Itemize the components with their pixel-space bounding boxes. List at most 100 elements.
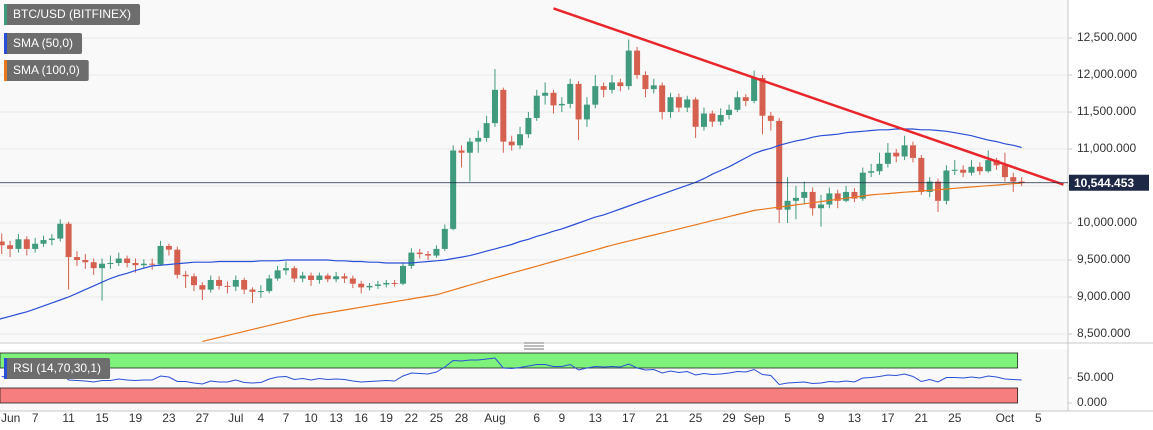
x-tick-label: 9 xyxy=(818,411,825,425)
candle-body xyxy=(274,270,281,279)
candle-body xyxy=(926,181,933,192)
x-tick-label: 7 xyxy=(32,411,39,425)
candle-body xyxy=(107,262,114,264)
candle-body xyxy=(575,83,582,120)
candle-body xyxy=(508,141,515,146)
candle-body xyxy=(82,260,89,263)
candle-body xyxy=(734,97,741,110)
x-tick-label: 4 xyxy=(258,411,265,425)
candle-body xyxy=(7,245,14,249)
candle-body xyxy=(525,117,532,135)
candle-body xyxy=(851,191,858,199)
candle-body xyxy=(726,109,733,115)
candle-body xyxy=(1010,177,1017,182)
candle-body xyxy=(257,291,264,293)
candle-body xyxy=(684,99,691,108)
rsi-band xyxy=(0,387,1019,404)
y-tick-label: 9,500.000 xyxy=(1077,252,1131,266)
candle-body xyxy=(843,191,850,201)
candle-body xyxy=(767,115,774,121)
candle-body xyxy=(859,172,866,199)
x-tick-label: 25 xyxy=(948,411,962,425)
candle-body xyxy=(976,166,983,172)
candle-body xyxy=(935,181,942,201)
candle-body xyxy=(249,289,256,292)
x-tick-label: 15 xyxy=(95,411,109,425)
x-tick-label: Jul xyxy=(228,411,243,425)
candle-body xyxy=(709,113,716,122)
candle-body xyxy=(491,89,498,124)
candle-body xyxy=(876,163,883,172)
candle-body xyxy=(90,262,97,269)
candle-body xyxy=(65,223,72,258)
rsi-line xyxy=(1,357,1022,386)
x-tick-label: 13 xyxy=(589,411,603,425)
x-tick-label: 28 xyxy=(455,411,469,425)
candle-body xyxy=(533,95,540,118)
candle-body xyxy=(358,283,365,288)
candle-body xyxy=(634,50,641,76)
x-tick-label: 23 xyxy=(162,411,176,425)
candle-body xyxy=(241,279,248,290)
candle-body xyxy=(450,150,457,229)
candle-body xyxy=(960,169,967,173)
candle-body xyxy=(433,248,440,256)
legend-swatch xyxy=(4,60,7,81)
candle-body xyxy=(291,268,298,279)
legends: BTC/USD (BITFINEX) SMA (50,0) SMA (100,0) R… xyxy=(4,4,141,379)
candle-body xyxy=(558,103,565,106)
candle-body xyxy=(500,89,507,142)
x-tick-label: 19 xyxy=(129,411,143,425)
legend-label: RSI (14,70,30,1) xyxy=(13,361,101,375)
x-tick-label: 10 xyxy=(304,411,318,425)
y-tick-label: 50.000 xyxy=(1077,370,1114,384)
legend-label: SMA (50,0) xyxy=(13,36,73,50)
candle-body xyxy=(232,279,239,287)
x-tick-label: 17 xyxy=(622,411,636,425)
y-tick-label: 9,000.000 xyxy=(1077,289,1131,303)
candle-body xyxy=(1001,165,1008,178)
sma-line xyxy=(202,182,1022,342)
candle-body xyxy=(809,191,816,209)
candle-body xyxy=(308,275,315,280)
candle-body xyxy=(968,166,975,173)
candle-body xyxy=(324,275,331,280)
main-plot xyxy=(0,7,1068,342)
candle-body xyxy=(408,252,415,266)
candle-body xyxy=(416,252,423,255)
candle-body xyxy=(374,284,381,286)
candle-body xyxy=(609,82,615,90)
candle-body xyxy=(140,263,147,266)
candle-body xyxy=(600,86,607,90)
candle-body xyxy=(23,239,30,249)
x-tick-label: 22 xyxy=(405,411,419,425)
legend-box xyxy=(4,33,83,54)
candle-body xyxy=(617,82,624,87)
candle-body xyxy=(174,249,181,275)
candle-body xyxy=(115,258,122,263)
candle-body xyxy=(759,77,766,116)
legend-label: BTC/USD (BITFINEX) xyxy=(13,7,131,21)
candle-body xyxy=(659,85,666,113)
x-tick-label: 29 xyxy=(722,411,736,425)
main-panel xyxy=(0,0,1068,342)
candle-body xyxy=(282,268,289,271)
last-price-label: 10,544.453 xyxy=(1074,176,1134,190)
candle-body xyxy=(299,275,306,279)
x-tick-label: 25 xyxy=(430,411,444,425)
separator-handle[interactable] xyxy=(524,342,544,350)
candle-body xyxy=(717,114,724,122)
candle-body xyxy=(207,279,214,290)
legend-box xyxy=(4,60,89,81)
candle-body xyxy=(625,50,632,87)
candle-body xyxy=(918,157,925,192)
candle-body xyxy=(884,152,891,164)
y-tick-label: 11,500.000 xyxy=(1077,104,1136,118)
x-tick-label: 5 xyxy=(1035,411,1042,425)
candle-body xyxy=(893,152,900,157)
x-tick-label: Jun xyxy=(1,411,20,425)
candle-body xyxy=(667,97,674,113)
candle-body xyxy=(784,200,791,210)
candle-body xyxy=(48,238,55,241)
candle-body xyxy=(567,83,574,104)
